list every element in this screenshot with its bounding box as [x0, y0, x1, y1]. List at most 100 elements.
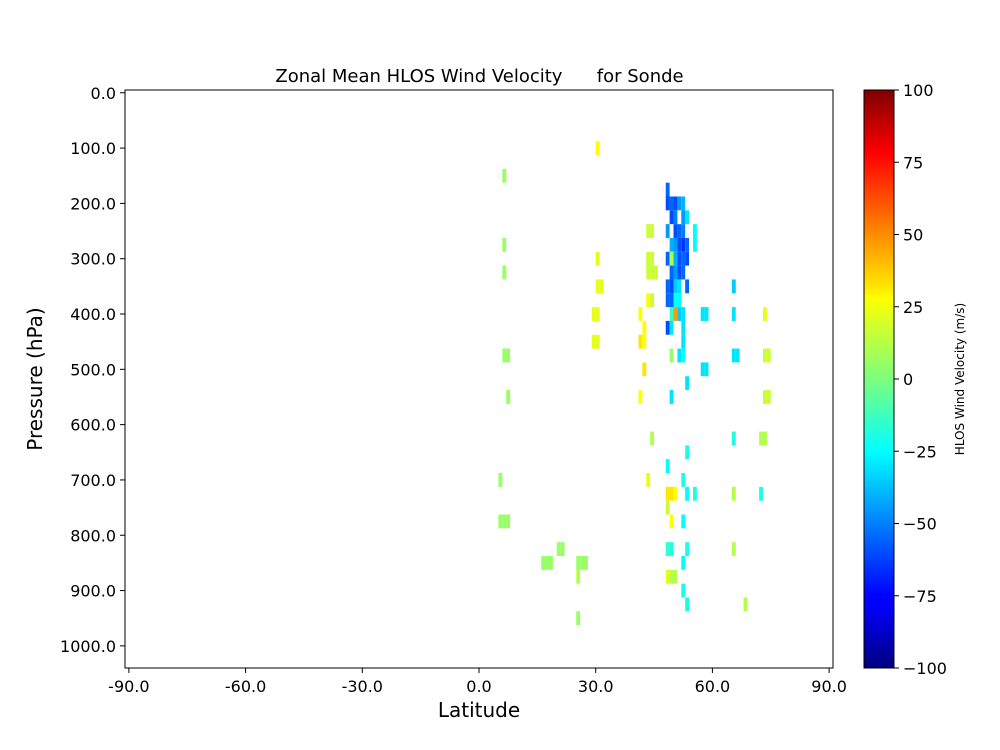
y-tick-label: 500.0: [70, 360, 116, 379]
data-cell: [731, 307, 736, 321]
data-cell: [669, 279, 674, 294]
data-cell: [669, 486, 674, 501]
data-cell: [673, 279, 678, 294]
y-axis-label: Pressure (hPa): [23, 307, 47, 450]
data-cell: [549, 556, 553, 570]
data-cell: [646, 251, 651, 266]
y-tick-label: 900.0: [70, 582, 116, 601]
data-cell: [673, 293, 678, 308]
data-cell: [502, 514, 507, 529]
colorbar-tick-label: 50: [903, 226, 923, 245]
data-cell: [665, 542, 670, 556]
y-tick-label: 0.0: [91, 84, 116, 103]
data-cell: [541, 556, 546, 570]
data-cell: [650, 224, 655, 238]
data-cell: [650, 265, 655, 280]
data-cell: [762, 431, 767, 446]
data-cell: [685, 210, 690, 225]
x-tick-label: 60.0: [695, 677, 731, 696]
colorbar-axis: −100 −75 −50 −25 0 25 50 75 100: [894, 81, 947, 678]
data-cell: [638, 334, 643, 349]
data-cell: [731, 486, 736, 501]
data-cell: [681, 237, 686, 252]
data-cell: [591, 307, 596, 321]
data-cell: [681, 210, 686, 225]
colorbar-tick-label: −50: [903, 515, 937, 534]
data-cell: [642, 362, 647, 377]
colorbar-tick-label: 25: [903, 298, 923, 317]
data-cell: [677, 348, 682, 363]
chart-title: Zonal Mean HLOS Wind Velocity for Sonde: [275, 66, 683, 87]
data-cell: [595, 279, 600, 294]
data-cell: [638, 390, 643, 404]
data-cell: [506, 514, 511, 529]
y-tick-label: 300.0: [70, 250, 116, 269]
x-axis-label: Latitude: [438, 698, 520, 722]
data-cell: [685, 376, 690, 391]
data-cell: [677, 237, 682, 252]
data-cell: [677, 251, 682, 266]
data-cell: [681, 265, 686, 280]
data-cells: [498, 141, 771, 626]
data-cell: [665, 569, 670, 584]
data-cell: [665, 500, 670, 515]
data-cell: [685, 542, 690, 556]
data-cell: [700, 362, 705, 377]
data-cell: [576, 556, 581, 570]
data-cell: [646, 265, 651, 280]
x-tick-label: -60.0: [225, 677, 266, 696]
data-cell: [731, 279, 736, 294]
data-cell: [669, 237, 674, 252]
data-cell: [580, 556, 585, 570]
x-tick-label: -90.0: [108, 677, 149, 696]
data-cell: [506, 390, 511, 404]
data-cell: [669, 514, 674, 529]
data-cell: [735, 348, 740, 363]
data-cell: [669, 348, 674, 363]
data-cell: [673, 237, 678, 252]
y-tick-label: 1000.0: [60, 637, 116, 656]
data-cell: [669, 251, 674, 266]
data-cell: [681, 556, 686, 570]
data-cell: [642, 334, 647, 349]
data-cell: [642, 320, 647, 335]
data-cell: [669, 196, 674, 211]
data-cell: [692, 224, 697, 238]
data-cell: [673, 265, 678, 280]
data-cell: [681, 196, 686, 211]
data-cell: [759, 486, 763, 501]
data-cell: [502, 237, 507, 252]
colorbar-tick-label: −25: [903, 442, 937, 461]
data-cell: [759, 431, 763, 446]
data-cell: [502, 168, 507, 183]
data-cell: [677, 196, 682, 211]
data-cell: [576, 569, 581, 584]
data-cell: [669, 390, 674, 404]
data-cell: [673, 569, 678, 584]
data-cell: [692, 486, 697, 501]
data-cell: [681, 514, 686, 529]
data-cell: [665, 279, 670, 294]
data-cell: [685, 279, 690, 294]
data-cell: [704, 307, 709, 321]
data-cell: [576, 611, 581, 626]
y-tick-label: 200.0: [70, 194, 116, 213]
data-cell: [685, 486, 690, 501]
x-tick-label: 90.0: [811, 677, 847, 696]
data-cell: [677, 279, 682, 294]
data-cell: [665, 486, 670, 501]
data-cell: [595, 141, 600, 155]
data-cell: [731, 431, 736, 446]
data-cell: [673, 251, 678, 266]
data-cell: [677, 293, 682, 308]
y-tick-label: 700.0: [70, 471, 116, 490]
data-cell: [665, 293, 670, 308]
data-cell: [704, 362, 709, 377]
data-cell: [685, 237, 690, 252]
data-cell: [743, 597, 748, 612]
data-cell: [591, 334, 596, 349]
data-cell: [731, 348, 736, 363]
data-cell: [685, 597, 690, 612]
y-tick-label: 100.0: [70, 139, 116, 158]
x-axis: -90.0 -60.0 -30.0 0.0 30.0 60.0 90.0: [108, 668, 847, 696]
